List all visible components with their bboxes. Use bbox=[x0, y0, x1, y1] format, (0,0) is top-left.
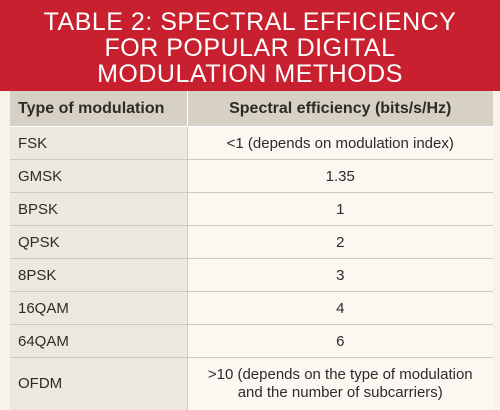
table-title-line-1: TABLE 2: SPECTRAL EFFICIENCY bbox=[43, 8, 457, 36]
efficiency-cell: 4 bbox=[187, 291, 493, 325]
efficiency-text-line-1: >10 (depends on the type of modulation bbox=[207, 366, 473, 383]
efficiency-text: 1.35 bbox=[325, 167, 355, 185]
modulation-cell: 64QAM bbox=[10, 324, 188, 358]
table-header-row: Type of modulation Spectral efficiency (… bbox=[10, 91, 493, 127]
efficiency-text: 1 bbox=[336, 200, 345, 218]
modulation-cell: QPSK bbox=[10, 225, 188, 259]
table-row: BPSK 1 bbox=[10, 192, 493, 226]
table-row: FSK <1 (depends on modulation index) bbox=[10, 126, 493, 160]
header-spectral-efficiency: Spectral efficiency (bits/s/Hz) bbox=[187, 91, 493, 127]
table-title: TABLE 2: SPECTRAL EFFICIENCY FOR POPULAR… bbox=[0, 0, 500, 91]
modulation-cell: FSK bbox=[10, 126, 188, 160]
modulation-cell: 16QAM bbox=[10, 291, 188, 325]
table-row: GMSK 1.35 bbox=[10, 159, 493, 193]
table-title-line-3: MODULATION METHODS bbox=[97, 60, 403, 88]
efficiency-cell: 1 bbox=[187, 192, 493, 226]
efficiency-cell: <1 (depends on modulation index) bbox=[187, 126, 493, 160]
header-type-of-modulation: Type of modulation bbox=[10, 91, 188, 127]
efficiency-cell: 6 bbox=[187, 324, 493, 358]
efficiency-text-line-2: and the number of subcarriers) bbox=[237, 384, 443, 401]
modulation-cell: 8PSK bbox=[10, 258, 188, 292]
table-row: OFDM >10 (depends on the type of modulat… bbox=[10, 357, 493, 410]
modulation-cell: OFDM bbox=[10, 357, 188, 410]
modulation-cell: GMSK bbox=[10, 159, 188, 193]
table-row: 64QAM 6 bbox=[10, 324, 493, 358]
table-row: 8PSK 3 bbox=[10, 258, 493, 292]
efficiency-text: 2 bbox=[336, 233, 345, 251]
efficiency-text: 6 bbox=[336, 332, 345, 350]
table-row: QPSK 2 bbox=[10, 225, 493, 259]
efficiency-cell: >10 (depends on the type of modulation a… bbox=[187, 357, 493, 410]
efficiency-cell: 3 bbox=[187, 258, 493, 292]
efficiency-text: 3 bbox=[336, 266, 345, 284]
efficiency-cell: 2 bbox=[187, 225, 493, 259]
modulation-table: Type of modulation Spectral efficiency (… bbox=[10, 91, 493, 410]
efficiency-cell: 1.35 bbox=[187, 159, 493, 193]
efficiency-text: <1 (depends on modulation index) bbox=[226, 134, 454, 152]
table-title-line-2: FOR POPULAR DIGITAL bbox=[104, 34, 396, 62]
table-row: 16QAM 4 bbox=[10, 291, 493, 325]
modulation-cell: BPSK bbox=[10, 192, 188, 226]
efficiency-text: 4 bbox=[336, 299, 345, 317]
